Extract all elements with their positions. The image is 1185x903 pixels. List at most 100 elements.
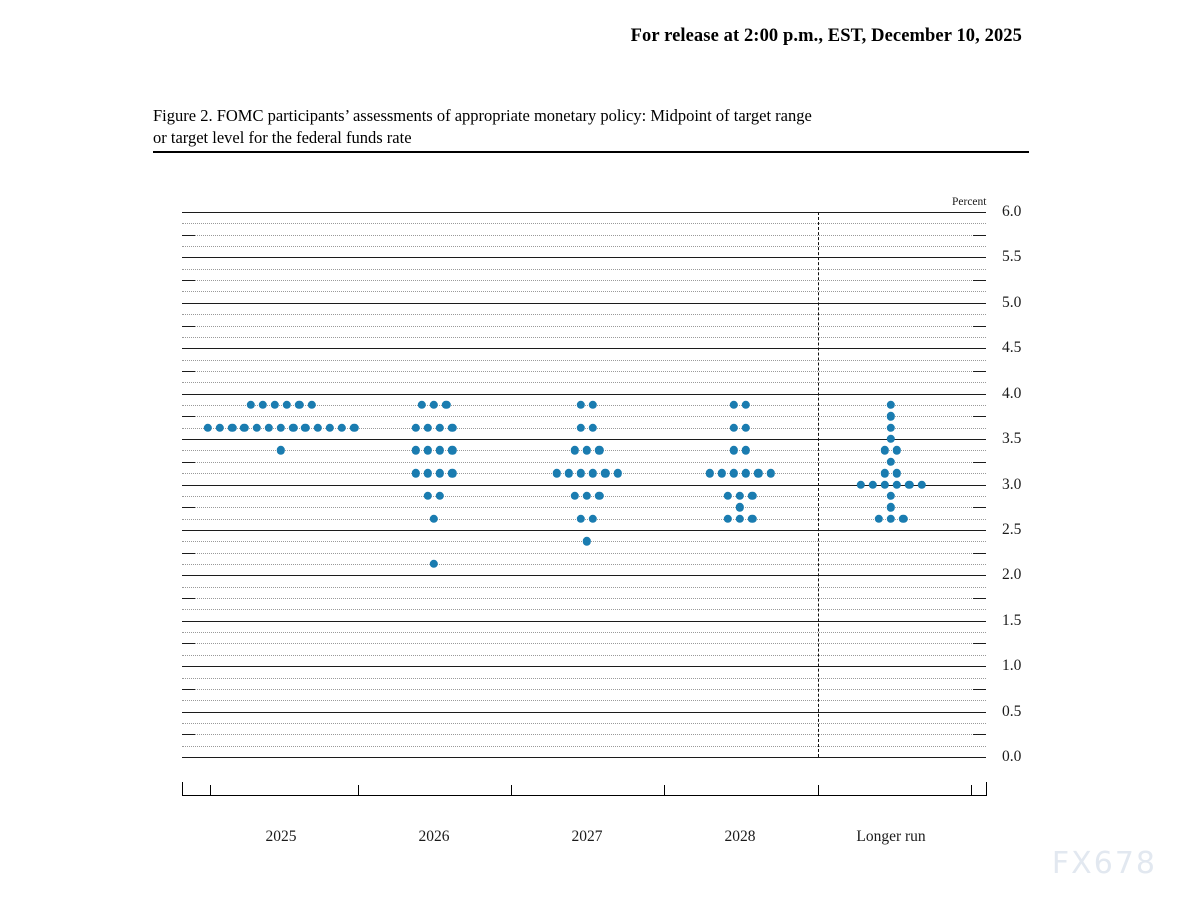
gridline-minor <box>182 223 986 225</box>
x-axis-tick <box>182 782 183 796</box>
gridline-edge-stub <box>973 416 986 418</box>
gridline-major <box>182 257 986 259</box>
y-axis-tick-label: 0.5 <box>1002 702 1022 720</box>
dot-marker <box>423 491 433 501</box>
dot-marker <box>886 400 896 410</box>
dot-marker <box>564 468 573 478</box>
dot-marker <box>582 446 592 455</box>
gridline-minor <box>182 552 986 554</box>
gridline-major <box>182 575 986 577</box>
y-axis-tick-label: 2.5 <box>1002 520 1022 538</box>
x-axis-category-label: Longer run <box>856 828 926 845</box>
gridline-edge-stub <box>973 507 986 509</box>
x-axis-tick <box>511 785 512 796</box>
dot-marker <box>411 468 420 478</box>
gridline-major <box>182 666 986 668</box>
dot-marker <box>411 423 420 432</box>
y-axis-labels: 0.0 0.5 1.0 1.5 2.0 2.5 3.0 3.5 4.0 4.5 5.0 5.5 6.0 <box>1002 203 1062 765</box>
x-axis-tick <box>210 785 211 796</box>
gridline-major <box>182 302 986 304</box>
gridline-edge-stub <box>182 325 195 327</box>
dot-marker <box>313 423 322 432</box>
dot-marker <box>735 491 745 501</box>
gridline-major <box>182 711 986 713</box>
dot-marker <box>576 400 586 410</box>
x-axis-tick <box>971 785 972 796</box>
dot-marker <box>258 400 267 410</box>
gridline-minor <box>182 370 986 372</box>
gridline-minor <box>182 734 986 736</box>
gridline-edge-stub <box>973 598 986 600</box>
dot-marker <box>880 446 890 455</box>
y-axis-tick-label: 2.0 <box>1002 566 1022 584</box>
y-axis-tick-label: 4.5 <box>1002 339 1022 357</box>
dot-marker <box>588 468 598 478</box>
gridline-edge-stub <box>182 234 195 236</box>
dot-marker <box>886 514 896 523</box>
dot-marker <box>227 423 237 432</box>
dot-marker <box>307 400 316 410</box>
dot-marker <box>588 400 598 410</box>
dot-marker <box>288 423 298 432</box>
dot-marker <box>594 491 604 501</box>
dot-marker <box>588 514 598 523</box>
gridline-major <box>182 757 986 758</box>
dot-marker <box>747 514 757 523</box>
figure-title-line-2: or target level for the federal funds ra… <box>153 127 412 147</box>
dot-marker <box>576 514 586 523</box>
dot-marker <box>423 468 433 478</box>
x-axis-category-label: 2025 <box>265 828 297 845</box>
dot-marker <box>435 491 445 501</box>
dot-marker <box>898 514 908 523</box>
gridline-minor <box>182 722 986 724</box>
gridline-minor <box>182 688 986 690</box>
gridline-edge-stub <box>973 370 986 372</box>
gridline-edge-stub <box>973 280 986 282</box>
dot-marker <box>886 412 896 421</box>
y-axis-tick-label: 3.5 <box>1002 430 1022 448</box>
x-axis-tick <box>986 782 987 796</box>
dot-marker <box>856 480 865 489</box>
dot-marker <box>892 480 902 489</box>
dot-marker <box>735 514 745 523</box>
y-axis-tick-label: 6.0 <box>1002 203 1022 220</box>
dot-marker <box>892 446 902 455</box>
gridline-minor <box>182 314 986 316</box>
dot-marker <box>582 537 592 546</box>
gridline-major <box>182 348 986 350</box>
dot-marker <box>741 446 751 455</box>
gridline-edge-stub <box>973 688 986 690</box>
dot-marker <box>747 491 757 501</box>
gridline-minor <box>182 234 986 236</box>
gridline-edge-stub <box>182 507 195 509</box>
dot-marker <box>429 400 439 410</box>
dot-marker <box>766 468 775 478</box>
dot-marker <box>240 423 249 432</box>
dot-marker <box>423 446 433 455</box>
dot-marker <box>868 480 877 489</box>
figure-title: Figure 2. FOMC participants’ assessments… <box>153 105 1023 149</box>
dot-marker <box>276 423 286 432</box>
dot-marker <box>613 468 622 478</box>
dot-marker <box>874 514 883 523</box>
dot-marker <box>448 423 457 432</box>
dot-marker <box>735 503 745 512</box>
dot-marker <box>723 514 732 523</box>
x-axis-tick <box>664 785 665 796</box>
dot-marker <box>741 400 751 410</box>
x-axis-line <box>182 795 986 796</box>
y-axis-tick-label: 5.5 <box>1002 248 1022 266</box>
dot-marker <box>276 446 286 455</box>
dot-marker <box>729 400 739 410</box>
title-divider-rule <box>153 151 1029 153</box>
dot-marker <box>441 400 451 410</box>
gridline-edge-stub <box>973 734 986 736</box>
x-axis-tick <box>818 785 819 796</box>
x-axis-category-label: 2026 <box>418 828 450 845</box>
dot-marker <box>203 423 212 432</box>
gridline-minor <box>182 246 986 248</box>
dot-marker <box>729 446 739 455</box>
gridline-minor <box>182 268 986 270</box>
dot-marker <box>886 503 896 512</box>
gridline-edge-stub <box>973 325 986 327</box>
